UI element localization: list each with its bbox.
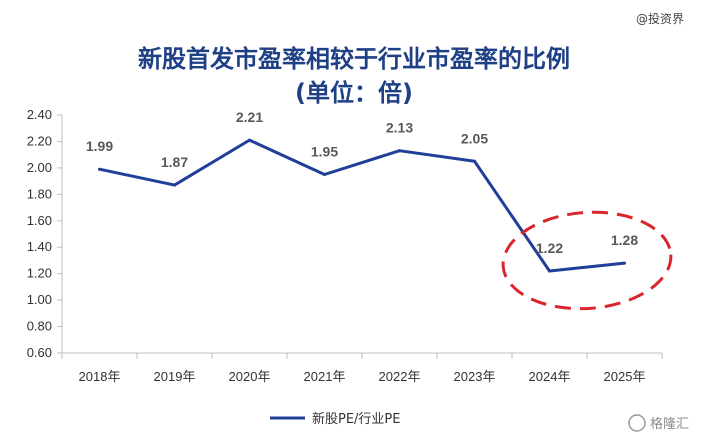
- x-tick-label: 2025年: [604, 369, 646, 384]
- y-tick-label: 1.20: [27, 266, 52, 281]
- svg-text:格隆汇: 格隆汇: [650, 416, 689, 432]
- y-tick-label: 1.40: [27, 239, 52, 254]
- data-labels: 1.99 1.87 2.21 1.95 2.13 2.05 1.22 1.28: [86, 109, 638, 256]
- x-tick-label: 2024年: [529, 369, 571, 384]
- y-tick-label: 1.60: [27, 213, 52, 228]
- legend: 新股PE/行业PE: [270, 411, 401, 427]
- highlight-ellipse-shape: [501, 210, 673, 311]
- y-tick-label: 2.00: [27, 160, 52, 175]
- x-axis-ticks: 2018年 2019年 2020年 2021年 2022年 2023年 2024年 2025年: [61, 353, 663, 384]
- x-tick-label: 2019年: [154, 369, 196, 384]
- data-label: 1.87: [161, 154, 188, 170]
- data-point: [548, 269, 551, 273]
- series: [98, 138, 626, 273]
- highlight-ellipse: [501, 210, 673, 311]
- watermark-logo-icon: [628, 414, 646, 432]
- watermark-top: @投资界: [636, 11, 684, 26]
- y-tick-label: 0.80: [27, 319, 52, 334]
- x-tick-label: 2023年: [454, 369, 496, 384]
- x-tick-label: 2022年: [379, 369, 421, 384]
- legend-label: 新股PE/行业PE: [312, 411, 401, 427]
- data-point: [623, 261, 626, 265]
- data-point: [323, 173, 326, 176]
- data-point: [98, 167, 101, 171]
- data-point: [398, 149, 401, 153]
- data-label: 2.05: [461, 130, 488, 146]
- data-label: 2.13: [386, 120, 413, 136]
- series-line: [99, 138, 625, 273]
- axes: [61, 115, 662, 354]
- y-tick-label: 2.20: [27, 133, 52, 148]
- x-tick-label: 2018年: [79, 369, 121, 384]
- data-label: 1.28: [611, 232, 638, 248]
- chart-subtitle: (单位：倍): [295, 79, 413, 107]
- data-point: [248, 138, 251, 142]
- y-axis-ticks: 0.60 0.80 1.00 1.20 1.40 1.60 1.80 2.00 2.20 2.40: [27, 107, 62, 360]
- y-tick-label: 0.60: [27, 345, 52, 360]
- y-tick-label: 1.00: [27, 292, 52, 307]
- data-label: 1.95: [311, 144, 338, 160]
- watermark-bottom: 格隆汇: [628, 414, 689, 432]
- chart-title: 新股首发市盈率相较于行业市盈率的比例: [138, 45, 570, 73]
- x-tick-label: 2020年: [229, 369, 271, 384]
- y-tick-label: 2.40: [27, 107, 52, 122]
- data-point: [473, 159, 476, 163]
- y-tick-label: 1.80: [27, 186, 52, 201]
- data-label: 2.21: [236, 109, 263, 125]
- x-tick-label: 2021年: [304, 369, 346, 384]
- data-point: [173, 183, 176, 187]
- data-label: 1.22: [536, 240, 563, 256]
- data-label: 1.99: [86, 138, 113, 154]
